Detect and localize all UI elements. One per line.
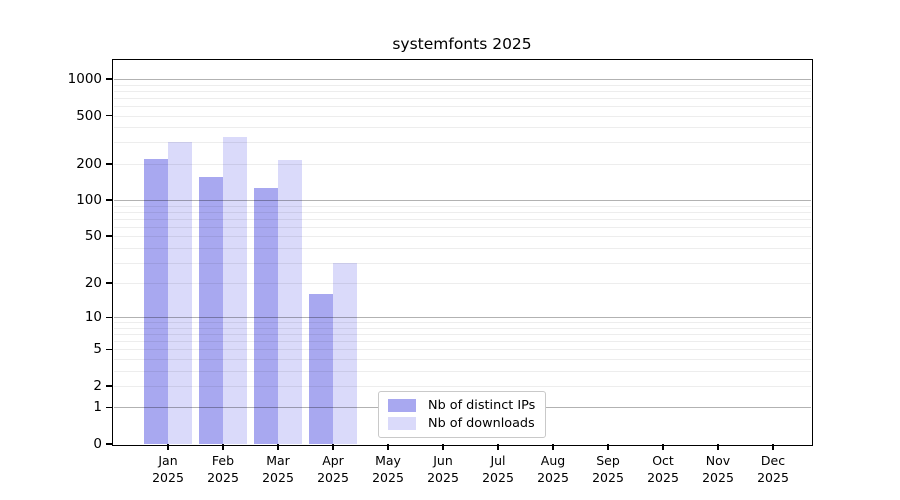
gridline-minor [114,163,811,165]
y-tick [106,348,113,351]
gridline-major [114,317,811,319]
gridline-minor [114,322,811,324]
gridline-minor [114,349,811,351]
x-tick-label: Mar 2025 [262,453,294,485]
gridline-minor [114,236,811,238]
gridline-minor [114,334,811,336]
gridline-minor [114,127,811,129]
gridline-minor [114,105,811,107]
gridline-minor [114,385,811,387]
x-tick-label: Feb 2025 [207,453,239,485]
legend-swatch-downloads-icon [388,417,416,431]
bar-mar-distinct-ips [254,188,278,444]
y-tick [106,78,113,80]
y-tick-label: 100 [76,192,102,209]
chart-title: systemfonts 2025 [392,35,532,53]
x-tick-label: Nov 2025 [702,453,734,485]
y-tick [106,282,113,284]
legend-label-distinct-ips: Nb of distinct IPs [428,397,536,413]
bar-apr-distinct-ips [309,294,333,444]
gridline-minor [114,97,811,99]
gridline-major [114,200,811,202]
gridline-minor [114,341,811,343]
x-tick [442,444,444,450]
y-tick [106,406,113,409]
x-tick [607,444,609,450]
legend-label-downloads: Nb of downloads [428,416,535,432]
gridline-minor [114,358,811,360]
y-tick [106,316,113,319]
y-tick-label: 200 [76,155,102,172]
legend: Nb of distinct IPs Nb of downloads [378,391,546,438]
x-tick-label: Jan 2025 [152,453,184,485]
x-tick [497,444,499,450]
gridline-minor [114,226,811,228]
bar-apr-downloads [333,262,357,444]
x-tick [167,444,169,450]
x-tick [277,444,279,450]
y-tick [106,163,113,165]
y-tick-label: 50 [84,228,102,245]
gridline-minor [114,283,811,285]
y-tick [106,443,113,445]
bar-feb-distinct-ips [199,177,223,444]
x-tick-label: Apr 2025 [317,453,349,485]
y-tick-label: 500 [76,107,102,124]
bar-jan-distinct-ips [144,158,168,444]
x-tick [772,444,774,450]
x-tick-label: Jun 2025 [427,453,459,485]
x-tick-label: Oct 2025 [647,453,679,485]
gridline-minor [114,211,811,213]
y-tick-label: 5 [93,341,102,358]
x-tick [552,444,554,450]
y-tick-label: 10 [84,309,102,326]
gridline-minor [114,115,811,117]
y-tick-label: 20 [84,275,102,292]
x-tick [387,444,389,450]
x-tick [717,444,719,450]
gridline-minor [114,370,811,372]
gridline-minor [114,205,811,207]
x-tick-label: May 2025 [372,453,404,485]
bar-jan-downloads [168,141,192,444]
y-tick [106,114,113,117]
y-tick [106,235,113,238]
y-tick-label: 1000 [67,70,102,87]
y-tick-label: 2 [93,377,102,394]
x-tick-label: Sep 2025 [592,453,624,485]
y-tick-label: 1 [93,399,102,416]
y-tick [106,199,113,201]
x-tick [662,444,664,450]
gridline-minor [114,262,811,264]
x-tick-label: Jul 2025 [482,453,514,485]
gridline-minor [114,142,811,144]
y-tick-label: 0 [93,436,102,452]
gridline-major [114,78,811,80]
bar-feb-downloads [223,137,247,444]
legend-item-distinct-ips: Nb of distinct IPs [388,398,536,413]
x-tick-label: Aug 2025 [537,453,569,485]
gridline-minor [114,90,811,92]
gridline-minor [114,218,811,220]
gridline-minor [114,84,811,86]
legend-swatch-distinct-ips-icon [388,398,416,412]
bar-mar-downloads [278,160,302,444]
x-tick-label: Dec 2025 [757,453,789,485]
gridline-minor [114,327,811,329]
x-tick [222,444,224,450]
gridline-minor [114,247,811,249]
legend-item-downloads: Nb of downloads [388,416,536,431]
x-tick [332,444,334,450]
y-tick [106,385,113,387]
